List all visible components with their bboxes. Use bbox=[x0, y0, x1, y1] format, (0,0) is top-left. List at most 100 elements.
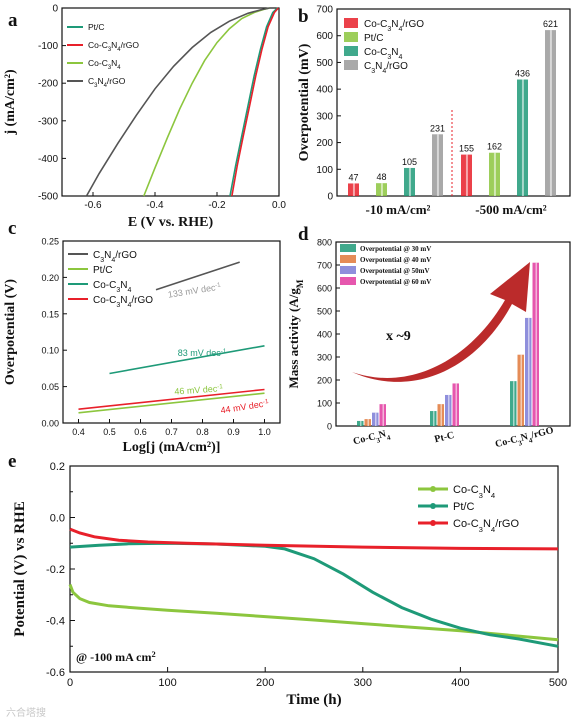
series-line-a-3 bbox=[85, 7, 270, 197]
bar-highlight-d-1-0 bbox=[433, 411, 435, 426]
fold-annotation-d: x ~9 bbox=[386, 329, 411, 344]
bar-highlight-d-0-2 bbox=[375, 412, 377, 426]
legend-swatch-d-0 bbox=[340, 244, 356, 252]
slope-annotation-c-1: 83 mV dec-1 bbox=[178, 348, 227, 359]
y-tick-label-b: 0 bbox=[327, 192, 333, 203]
x-tick-label-c: 0.4 bbox=[72, 427, 85, 437]
series-line-c-3 bbox=[78, 388, 265, 410]
panel-label-a: a bbox=[8, 10, 18, 31]
y-axis-label-d: Mass activity (A/gM bbox=[286, 279, 305, 388]
legend-label-d-3: Overpotential @ 60 mV bbox=[360, 278, 431, 286]
legend-label-b-2: Co-C3N4 bbox=[364, 47, 402, 61]
trend-arrow-d bbox=[352, 262, 530, 382]
y-tick-label-a: -100 bbox=[38, 41, 58, 52]
panel-label-e: e bbox=[8, 451, 16, 472]
axes-frame-b bbox=[336, 8, 571, 197]
series-line-c-1 bbox=[78, 392, 265, 414]
legend-swatch-d-3 bbox=[340, 277, 356, 285]
x-tick-label-a: -0.4 bbox=[146, 200, 164, 211]
series-line-e-0 bbox=[68, 583, 559, 642]
legend-label-c-2: Co-C3N4 bbox=[93, 280, 131, 294]
watermark: 六合塔搜 bbox=[6, 706, 46, 719]
y-tick-label-b: 300 bbox=[316, 111, 333, 122]
legend-swatch-d-2 bbox=[340, 266, 356, 274]
condition-annotation-e: @ -100 mA cm2 bbox=[76, 650, 156, 665]
bar-value-label-b: 436 bbox=[515, 69, 530, 79]
y-tick-label-b: 600 bbox=[316, 31, 333, 42]
x-tick-label-e: 400 bbox=[451, 677, 469, 689]
legend-label-c-0: C3N4/rGO bbox=[93, 250, 137, 264]
y-tick-label-d: 300 bbox=[317, 353, 332, 363]
y-axis-label-c: Overpotential (V) bbox=[3, 279, 18, 385]
y-tick-label-c: 0.25 bbox=[41, 237, 59, 247]
bar-highlight-d-2-2 bbox=[528, 317, 530, 426]
bar-value-label-b: 231 bbox=[430, 123, 445, 133]
legend-label-b-1: Pt/C bbox=[364, 33, 383, 44]
y-tick-label-e: -0.6 bbox=[46, 667, 65, 679]
series-line-e-2 bbox=[69, 527, 559, 551]
bar-value-label-b: 621 bbox=[543, 19, 558, 29]
legend-marker-e-0 bbox=[430, 486, 436, 492]
series-line-e-1 bbox=[69, 541, 559, 648]
legend-swatch-d-1 bbox=[340, 255, 356, 263]
y-tick-label-d: 800 bbox=[317, 238, 332, 248]
y-tick-label-c: 0.10 bbox=[41, 346, 59, 356]
slope-annotation-c-3: 44 mV dec-1 bbox=[220, 397, 270, 415]
bar-highlight-b-1-2 bbox=[521, 79, 524, 196]
legend-label-a-1: Co-C3N4/rGO bbox=[88, 40, 139, 53]
x-tick-label-a: 0.0 bbox=[272, 200, 286, 211]
x-tick-label-e: 200 bbox=[256, 677, 274, 689]
legend-label-d-0: Overpotential @ 30 mV bbox=[360, 245, 431, 253]
y-tick-label-a: -300 bbox=[38, 116, 58, 127]
axes-frame-e bbox=[69, 465, 559, 673]
y-axis-label-e: Potential (V) vs RHE bbox=[12, 501, 28, 636]
bar-highlight-b-0-1 bbox=[380, 183, 383, 196]
panel-e: 0 100 200 300 400 500 0.2 0.0 -0.2 -0.4 -0.6 Time (… bbox=[12, 461, 567, 708]
x-tick-label-c: 0.6 bbox=[134, 427, 147, 437]
y-tick-label-a: -400 bbox=[38, 154, 58, 165]
y-tick-label-e: 0.0 bbox=[50, 513, 65, 525]
y-tick-label-b: 500 bbox=[316, 58, 333, 69]
legend-label-e-2: Co-C3N4/rGO bbox=[453, 518, 519, 534]
y-tick-label-a: -200 bbox=[38, 79, 58, 90]
bar-highlight-d-0-0 bbox=[360, 420, 362, 426]
bar-highlight-b-0-2 bbox=[408, 167, 411, 196]
legend-label-b-0: Co-C3N4/rGO bbox=[364, 19, 424, 33]
y-tick-label-b: 700 bbox=[316, 5, 333, 16]
y-tick-label-e: -0.2 bbox=[46, 564, 65, 576]
y-tick-label-b: 200 bbox=[316, 138, 333, 149]
category-label-b: -500 mA/cm² bbox=[475, 202, 547, 217]
x-tick-label-c: 0.8 bbox=[196, 427, 209, 437]
series-line-a-1 bbox=[231, 7, 279, 197]
x-tick-label-c: 0.9 bbox=[227, 427, 240, 437]
bar-highlight-d-1-1 bbox=[440, 404, 442, 426]
panel-d: 0 100 200 300 400 500 600 700 800 Mass activity (… bbox=[286, 238, 571, 451]
x-tick-label-c: 0.7 bbox=[165, 427, 178, 437]
x-tick-label-e: 300 bbox=[354, 677, 372, 689]
legend-label-a-3: C3N4/rGO bbox=[88, 76, 126, 89]
series-line-c-0 bbox=[155, 261, 240, 291]
panel-label-c: c bbox=[8, 218, 16, 239]
bar-highlight-d-0-1 bbox=[367, 419, 369, 426]
panel-a: -0.6 -0.4 -0.2 0.0 0 -100 -200 -300 -400 -500 E (V… bbox=[3, 4, 286, 231]
category-label-d: Co-C3N4 bbox=[352, 428, 392, 451]
bar-highlight-b-0-0 bbox=[352, 183, 355, 196]
y-tick-label-d: 600 bbox=[317, 284, 332, 294]
y-tick-label-e: -0.4 bbox=[46, 616, 65, 628]
bar-value-label-b: 47 bbox=[348, 172, 358, 182]
x-axis-label-a: E (V vs. RHE) bbox=[128, 215, 214, 230]
y-tick-label-d: 200 bbox=[317, 376, 332, 386]
panel-c: 0.4 0.5 0.6 0.7 0.8 0.9 1.0 0.00 0.05 0.10 0.15 0.2… bbox=[3, 237, 281, 455]
y-axis-label-a: j (mA/cm²) bbox=[3, 69, 18, 136]
y-axis-label-b: Overpotential (mV) bbox=[297, 43, 312, 161]
y-tick-label-c: 0.20 bbox=[41, 273, 59, 283]
legend-marker-e-1 bbox=[430, 503, 436, 509]
legend-label-b-3: C3N4/rGO bbox=[364, 61, 408, 75]
series-line-c-2 bbox=[109, 345, 265, 375]
legend-label-c-3: Co-C3N4/rGO bbox=[93, 295, 153, 309]
bar-value-label-b: 162 bbox=[487, 142, 502, 152]
bar-highlight-d-2-1 bbox=[520, 354, 522, 426]
y-tick-label-e: 0.2 bbox=[50, 461, 65, 473]
bar-value-label-b: 155 bbox=[459, 144, 474, 154]
